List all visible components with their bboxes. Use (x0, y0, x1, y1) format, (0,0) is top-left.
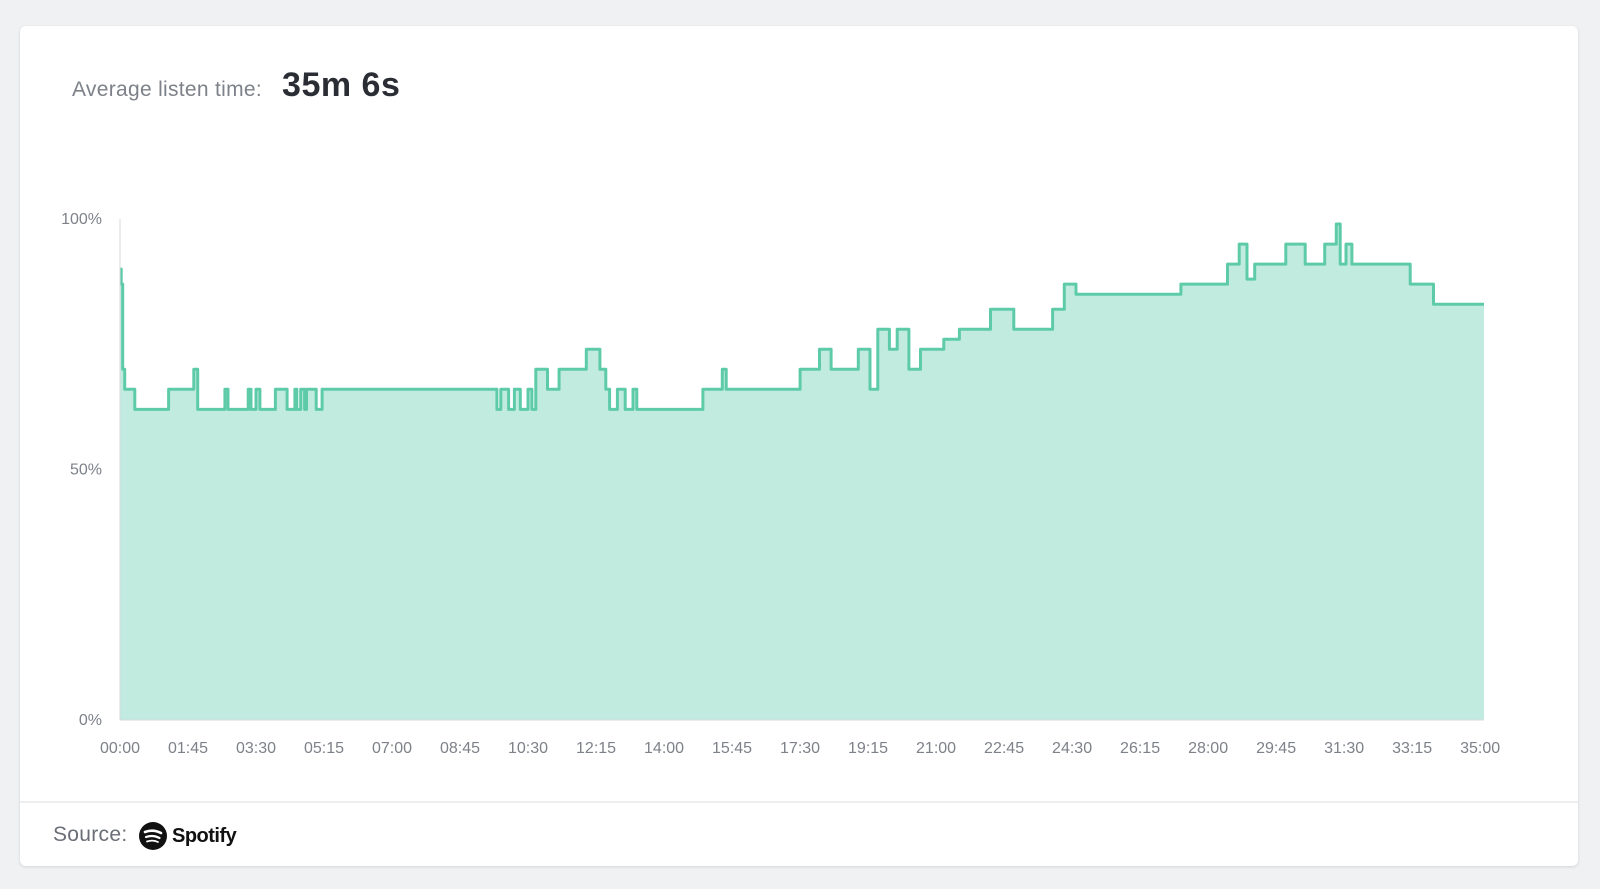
x-tick-label: 12:15 (576, 740, 616, 757)
x-tick-label: 10:30 (508, 740, 548, 757)
x-tick-label: 07:00 (372, 740, 412, 757)
x-tick-label: 01:45 (168, 740, 208, 757)
y-tick-label: 100% (61, 211, 102, 228)
x-tick-label: 35:00 (1460, 740, 1500, 757)
spotify-brand[interactable]: Spotify (138, 821, 237, 851)
x-tick-label: 24:30 (1052, 740, 1092, 757)
series-line-0 (119, 222, 1484, 411)
x-tick-label: 19:15 (848, 740, 888, 757)
y-tick-label: 0% (79, 712, 102, 729)
x-tick-label: 17:30 (780, 740, 820, 757)
x-tick-label: 28:00 (1188, 740, 1228, 757)
x-tick-label: 31:30 (1324, 740, 1364, 757)
x-tick-label: 22:45 (984, 740, 1024, 757)
x-tick-label: 33:15 (1392, 740, 1432, 757)
source-label: Source: (53, 823, 128, 846)
listen-time-header: Average listen time: 35m 6s (72, 66, 400, 105)
average-listen-time-value: 35m 6s (282, 66, 401, 104)
series-area-fill-0 (120, 224, 1484, 720)
chart-area-layer (119, 222, 1484, 720)
chart-axis-layer (119, 219, 1484, 721)
x-tick-label: 00:00 (100, 740, 140, 757)
x-tick-label: 14:00 (644, 740, 684, 757)
x-tick-label: 26:15 (1120, 740, 1160, 757)
average-listen-time-label: Average listen time: (72, 78, 263, 101)
x-tick-label: 15:45 (712, 740, 752, 757)
listen-time-card: Average listen time: 35m 6s 0% 50% 100% 00:… (20, 26, 1578, 866)
x-tick-label: 05:15 (304, 740, 344, 757)
spotify-logo-icon (139, 822, 167, 850)
x-tick-label: 08:45 (440, 740, 480, 757)
listen-retention-chart: 0% 50% 100% 00:00 01:45 03:30 05:15 07:00 08:45 1… (61, 211, 1500, 757)
spotify-wordmark: Spotify (172, 824, 237, 847)
x-tick-label: 03:30 (236, 740, 276, 757)
x-tick-label: 21:00 (916, 740, 956, 757)
y-tick-label: 50% (70, 462, 102, 479)
chart-tick-layer: 0% 50% 100% 00:00 01:45 03:30 05:15 07:00 08:45 1… (61, 211, 1500, 757)
x-tick-label: 29:45 (1256, 740, 1296, 757)
chart-footer: Source: Spotify (20, 801, 1578, 868)
